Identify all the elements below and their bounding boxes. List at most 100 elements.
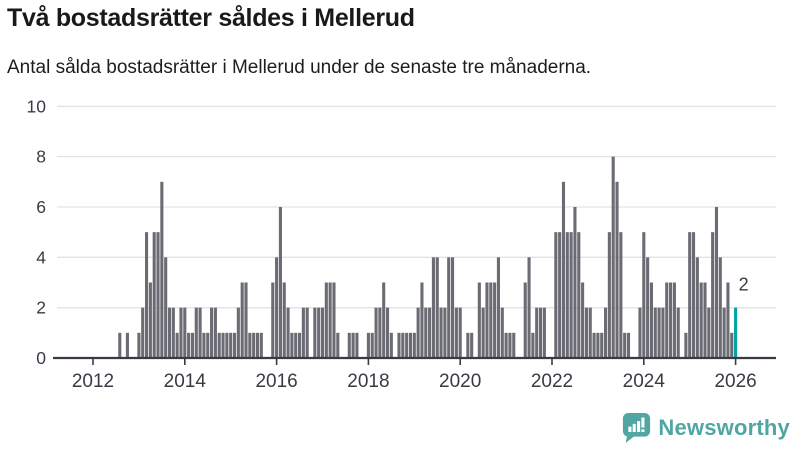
bar	[714, 206, 719, 358]
bar	[638, 307, 642, 358]
bar	[378, 307, 382, 358]
bar	[248, 332, 252, 358]
bar	[699, 282, 703, 358]
bar	[569, 232, 573, 358]
y-axis-label: 0	[36, 348, 46, 368]
bar	[676, 307, 680, 358]
bar	[255, 332, 260, 358]
bar	[156, 232, 160, 358]
bar	[703, 282, 707, 358]
bar	[324, 282, 328, 358]
y-axis-label: 2	[36, 298, 46, 318]
bar	[167, 307, 172, 358]
bar	[561, 181, 566, 358]
highlight-value-label: 2	[739, 275, 749, 295]
bar	[726, 282, 730, 358]
bar	[320, 307, 325, 358]
bar	[271, 282, 275, 358]
x-axis-label: 2018	[347, 371, 389, 392]
bar	[626, 332, 631, 358]
bar	[232, 332, 237, 358]
newsworthy-wordmark: Newsworthy	[658, 414, 790, 440]
bar	[615, 181, 619, 358]
bar	[435, 257, 439, 358]
bar	[213, 307, 217, 358]
bar	[504, 332, 508, 358]
bar	[278, 206, 282, 358]
bar	[187, 332, 191, 358]
bar	[160, 181, 164, 358]
bar	[190, 332, 194, 358]
bar	[466, 332, 470, 358]
bar	[558, 232, 562, 358]
bar	[573, 206, 577, 358]
bar	[252, 332, 256, 358]
bar	[420, 282, 424, 358]
bar	[458, 307, 462, 358]
bar	[669, 282, 673, 358]
speech-bubble-shape	[623, 413, 651, 443]
bar	[374, 307, 378, 358]
bar	[512, 332, 516, 358]
bar	[588, 307, 592, 358]
bar	[508, 332, 512, 358]
x-axis-label: 2020	[439, 371, 481, 392]
bar	[179, 307, 183, 358]
bar	[470, 332, 474, 358]
bar	[523, 282, 527, 358]
bar	[152, 232, 156, 358]
bar	[623, 332, 627, 358]
bar	[198, 307, 202, 358]
bar	[477, 282, 481, 358]
bar	[328, 282, 332, 358]
newsworthy-logo[interactable]: Newsworthy	[622, 412, 790, 443]
bar	[695, 257, 699, 358]
bar	[137, 332, 141, 358]
bar	[531, 332, 535, 358]
bar	[298, 332, 302, 358]
bar	[194, 307, 198, 358]
bar	[125, 332, 129, 358]
bar	[236, 307, 240, 358]
y-axis-label: 10	[27, 96, 47, 116]
bar	[577, 232, 581, 358]
bar	[175, 332, 179, 358]
bar	[412, 332, 416, 358]
bar	[535, 307, 539, 358]
bar	[290, 332, 294, 358]
bar	[301, 307, 305, 358]
bar	[286, 307, 290, 358]
bar	[554, 232, 558, 358]
bar	[642, 232, 646, 358]
bar	[382, 282, 386, 358]
bar	[485, 282, 489, 358]
bar	[454, 307, 458, 358]
bar	[229, 332, 233, 358]
bar	[646, 257, 650, 358]
bar	[397, 332, 401, 358]
bar	[619, 232, 623, 358]
newsworthy-icon	[623, 413, 651, 443]
bar	[118, 332, 122, 358]
x-axis-label: 2012	[72, 371, 114, 392]
x-axis-label: 2026	[714, 371, 756, 392]
bar	[385, 307, 390, 358]
bar	[688, 232, 692, 358]
exclamation-dot	[641, 429, 645, 433]
bar	[183, 307, 187, 358]
bar	[389, 332, 393, 358]
bar	[707, 307, 711, 358]
x-axis-label: 2024	[623, 371, 666, 392]
bar	[305, 307, 309, 358]
bar	[500, 307, 504, 358]
bar	[451, 257, 455, 358]
bar	[225, 332, 229, 358]
bar	[240, 282, 244, 358]
bar	[538, 307, 543, 358]
bar	[657, 307, 661, 358]
bar	[217, 332, 221, 358]
bar	[431, 257, 435, 358]
bar	[221, 332, 225, 358]
